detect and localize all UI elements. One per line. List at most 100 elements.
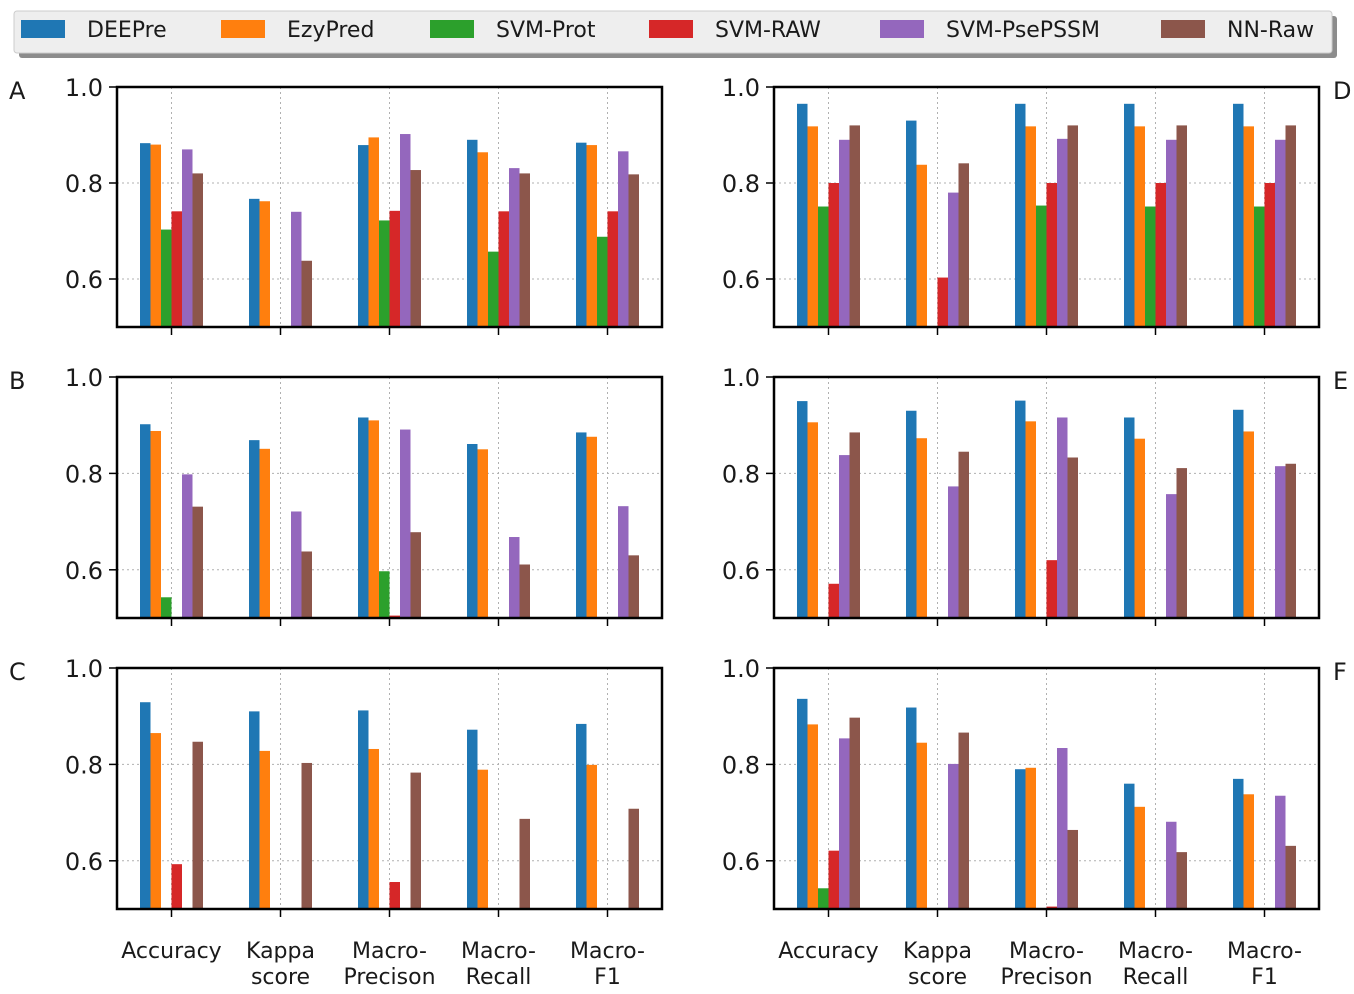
bar-svm-psepssm-4 [618,151,629,327]
y-tick-label: 0.8 [722,751,760,779]
bar-deepre-1 [249,711,260,909]
bar-svm-psepssm-4 [618,506,629,618]
y-tick-label: 0.6 [722,848,760,876]
bar-deepre-2 [358,417,369,618]
legend-swatch-ezypred [221,20,265,38]
bar-ezypred-2 [1025,767,1036,909]
bar-deepre-4 [1233,778,1244,909]
bar-svm-prot-2 [379,571,390,618]
bar-nn-raw-2 [410,772,421,909]
y-tick-label: 0.6 [65,557,103,585]
bar-ezypred-0 [150,733,161,909]
bar-ezypred-0 [807,126,818,327]
x-tick-label: Macro-Recall [1118,939,1193,990]
bar-deepre-4 [1233,103,1244,327]
bar-nn-raw-4 [628,174,639,327]
bar-svm-raw-4 [1264,183,1275,327]
bar-ezypred-4 [586,764,597,909]
bar-nn-raw-1 [958,451,969,618]
bar-svm-psepssm-2 [400,134,411,327]
chart-panel-b: 0.6 0.8 1.0 B [9,364,664,626]
bar-deepre-2 [1015,103,1026,327]
x-tick-label: Accuracy [121,939,221,964]
bar-nn-raw-4 [1285,463,1296,618]
legend: DEEPre EzyPred SVM-Prot SVM-RAW SVM-PsePSSM N… [13,10,1337,58]
bar-deepre-3 [467,729,478,909]
y-tick-label: 0.8 [722,170,760,198]
bar-ezypred-2 [368,420,379,618]
legend-label-svm-psepssm: SVM-PsePSSM [946,18,1100,43]
x-tick-label: Macro-Recall [461,939,536,990]
bar-svm-prot-2 [379,220,390,327]
bar-svm-prot-3 [1145,206,1156,327]
bar-svm-psepssm-3 [1166,821,1177,909]
bar-deepre-2 [1015,769,1026,909]
panels: 0.6 0.8 1.0 A 0.6 0.8 1.0 B 0.6 0.8 1.0 Accuracy Kap… [9,74,1351,990]
bar-nn-raw-3 [519,818,530,909]
bar-svm-psepssm-3 [509,537,520,618]
bar-svm-prot-0 [818,206,829,327]
bar-deepre-1 [906,120,917,327]
bar-svm-prot-0 [818,888,829,909]
bar-deepre-3 [1124,783,1135,909]
bar-nn-raw-3 [519,564,530,618]
y-tick-label: 1.0 [65,74,103,102]
y-tick-label: 1.0 [722,74,760,102]
bar-svm-prot-3 [488,251,499,327]
bar-nn-raw-4 [1285,125,1296,328]
bar-ezypred-0 [807,422,818,618]
bar-svm-raw-0 [828,583,839,618]
bar-deepre-1 [249,440,260,618]
panel-label-a: A [9,77,26,105]
bar-ezypred-3 [1134,126,1145,327]
bar-nn-raw-3 [1176,468,1187,618]
bar-nn-raw-1 [301,551,312,618]
y-tick-label: 0.8 [65,460,103,488]
x-tick-label: Accuracy [778,939,878,964]
y-tick-label: 1.0 [722,364,760,392]
bar-svm-psepssm-0 [839,139,850,327]
bar-ezypred-0 [150,430,161,618]
bar-svm-raw-2 [389,210,400,327]
bar-svm-psepssm-1 [948,192,959,327]
bar-nn-raw-0 [849,125,860,328]
bar-svm-raw-3 [1155,183,1166,327]
bar-ezypred-4 [586,145,597,327]
bar-ezypred-2 [368,137,379,327]
bar-ezypred-0 [150,144,161,327]
bar-ezypred-3 [477,769,488,909]
bar-svm-psepssm-1 [948,486,959,618]
bar-svm-raw-4 [607,211,618,327]
chart-panel-c: 0.6 0.8 1.0 Accuracy Kappa score Macro-Preciso… [9,655,664,990]
legend-label-deepre: DEEPre [87,18,167,43]
bar-nn-raw-1 [301,260,312,327]
bar-nn-raw-1 [958,163,969,327]
x-tick-label: Macro-F1 [1227,939,1302,990]
bar-ezypred-1 [259,201,270,327]
bar-svm-raw-3 [498,211,509,327]
bar-ezypred-3 [477,449,488,618]
bar-ezypred-4 [1243,126,1254,327]
y-tick-label: 0.6 [722,557,760,585]
legend-label-svm-prot: SVM-Prot [496,18,596,43]
bar-deepre-0 [797,698,808,909]
bar-deepre-1 [906,410,917,618]
legend-swatch-svm-psepssm [880,20,924,38]
bar-svm-psepssm-0 [839,738,850,909]
bar-svm-psepssm-0 [839,455,850,618]
bar-nn-raw-2 [410,170,421,327]
bar-ezypred-3 [1134,438,1145,618]
bar-nn-raw-4 [1285,845,1296,909]
bar-nn-raw-0 [192,741,203,909]
y-tick-label: 0.8 [722,460,760,488]
bar-ezypred-1 [259,750,270,909]
bar-deepre-4 [1233,409,1244,618]
bar-nn-raw-2 [1067,457,1078,618]
panel-label-c: C [9,658,26,686]
bar-svm-psepssm-4 [1275,466,1286,618]
legend-label-svm-raw: SVM-RAW [715,18,821,43]
bar-deepre-2 [1015,400,1026,618]
bar-svm-prot-2 [1036,205,1047,327]
bar-svm-prot-0 [161,597,172,618]
